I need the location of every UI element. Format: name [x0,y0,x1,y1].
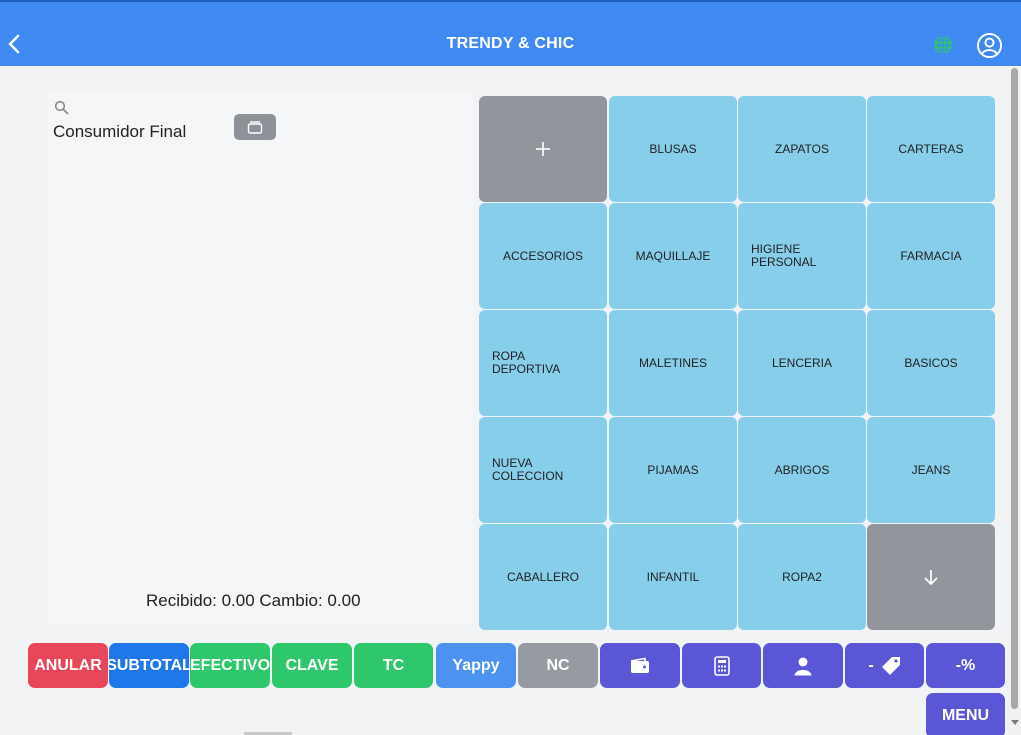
add-category-tile[interactable] [479,96,607,202]
calculator-button[interactable] [682,643,761,688]
credit-note-button[interactable]: NC [518,643,598,688]
credit-card-button[interactable]: TC [354,643,433,688]
page-scrollbar[interactable] [1008,66,1021,735]
subtotal-button[interactable]: SUBTOTAL [109,643,189,688]
search-icon[interactable] [54,100,69,115]
app-header: TRENDY & CHIC [0,0,1021,66]
received-change-text: Recibido: 0.00 Cambio: 0.00 [146,591,361,610]
percent-discount-button[interactable]: -% [926,643,1005,688]
yappy-button[interactable]: Yappy [436,643,516,688]
category-tile[interactable]: ABRIGOS [738,417,866,523]
category-tile[interactable]: BASICOS [867,310,995,416]
customer-button[interactable] [763,643,843,688]
app-title: TRENDY & CHIC [446,35,575,52]
tag-icon [881,656,900,675]
scrollbar-thumb[interactable] [1011,68,1018,709]
category-tile[interactable]: ACCESORIOS [479,203,607,309]
category-tile[interactable]: LENCERIA [738,310,866,416]
category-tile[interactable]: NUEVA COLECCION [479,417,607,523]
category-tile[interactable]: MALETINES [609,310,737,416]
category-tile[interactable]: JEANS [867,417,995,523]
wallet-icon [630,657,649,673]
bottom-tab-strip [244,732,292,735]
cash-drawer-icon [247,121,263,134]
category-tile[interactable]: CABALLERO [479,524,607,630]
scroll-down-arrow-icon[interactable] [1011,720,1019,725]
category-tile[interactable]: PIJAMAS [609,417,737,523]
category-tile[interactable]: CARTERAS [867,96,995,202]
cash-drawer-button[interactable] [234,114,276,140]
wallet-button[interactable] [600,643,680,688]
category-tile[interactable]: BLUSAS [609,96,737,202]
category-tile[interactable]: HIGIENE PERSONAL [738,203,866,309]
category-tile[interactable]: ROPA DEPORTIVA [479,310,607,416]
tag-discount-label: - [868,656,874,674]
cash-button[interactable]: EFECTIVO [190,643,270,688]
user-circle-icon[interactable] [976,32,1003,59]
tag-discount-button[interactable]: - [845,643,924,688]
category-tile[interactable]: FARMACIA [867,203,995,309]
arrow-down-icon [924,570,938,586]
category-tile[interactable]: MAQUILLAJE [609,203,737,309]
globe-icon[interactable] [931,33,955,57]
next-page-tile[interactable] [867,524,995,630]
category-tile[interactable]: INFANTIL [609,524,737,630]
order-panel [48,92,473,624]
person-icon [794,657,812,675]
category-tile[interactable]: ZAPATOS [738,96,866,202]
void-button[interactable]: ANULAR [28,643,108,688]
calculator-icon [713,655,730,676]
chevron-left-icon[interactable] [4,30,24,58]
customer-name[interactable]: Consumidor Final [53,122,187,141]
key-button[interactable]: CLAVE [272,643,352,688]
plus-icon [536,142,550,156]
menu-button[interactable]: MENU [926,693,1005,735]
category-tile[interactable]: ROPA2 [738,524,866,630]
